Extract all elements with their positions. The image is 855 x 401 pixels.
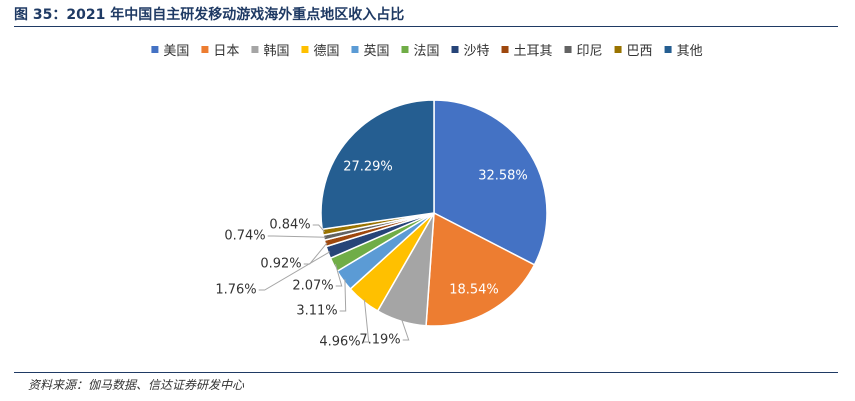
legend-label: 法国 xyxy=(413,44,439,59)
legend-label: 巴西 xyxy=(627,44,653,59)
figure-title: 图 35：2021 年中国自主研发移动游戏海外重点地区收入占比 xyxy=(14,7,405,23)
legend-swatch xyxy=(251,46,259,53)
pie-slices xyxy=(320,99,548,327)
source-note: 资料来源：伽马数据、信达证券研发中心 xyxy=(28,378,245,392)
legend-label: 韩国 xyxy=(263,44,289,59)
legend-swatch xyxy=(201,46,209,53)
data-label: 27.29% xyxy=(343,160,393,175)
source-rule xyxy=(14,372,838,373)
legend-label: 美国 xyxy=(163,44,189,59)
leader-line xyxy=(312,224,325,233)
legend-swatch xyxy=(151,46,159,53)
legend-label: 日本 xyxy=(213,44,239,59)
legend-swatch xyxy=(301,46,309,53)
leader-line xyxy=(401,319,410,341)
legend-label: 德国 xyxy=(313,44,339,59)
legend-swatch xyxy=(501,46,509,53)
data-label: 7.19% xyxy=(359,333,400,348)
data-label: 2.07% xyxy=(292,279,333,294)
data-label: 18.54% xyxy=(449,283,499,298)
chart-legend: 美国 日本 韩国 德国 英国 法国 沙特 土耳其 印尼 巴西 其他 xyxy=(151,44,703,59)
data-label: 3.11% xyxy=(296,304,337,319)
title-rule xyxy=(14,26,838,27)
data-label: 32.58% xyxy=(478,169,528,184)
data-label: 0.92% xyxy=(260,257,301,272)
legend-label: 其他 xyxy=(677,44,703,59)
legend-swatch xyxy=(664,46,672,53)
legend-swatch xyxy=(351,46,359,53)
legend-swatch xyxy=(451,46,459,53)
data-label: 0.84% xyxy=(269,218,310,233)
leader-line xyxy=(303,242,328,265)
legend-swatch xyxy=(614,46,622,53)
pie-slice xyxy=(320,99,435,231)
legend-label: 沙特 xyxy=(464,44,490,59)
legend-swatch xyxy=(564,46,572,53)
pie-slice xyxy=(433,99,548,266)
data-label: 4.96% xyxy=(319,335,360,350)
leader-line xyxy=(362,299,370,343)
legend-swatch xyxy=(401,46,409,53)
pie-slice xyxy=(425,211,536,327)
leader-lines xyxy=(258,224,410,343)
data-label: 0.74% xyxy=(224,229,265,244)
data-label: 1.76% xyxy=(215,283,256,298)
legend-label: 土耳其 xyxy=(514,44,553,59)
legend-label: 印尼 xyxy=(577,44,603,59)
leader-line xyxy=(334,263,343,287)
legend-label: 英国 xyxy=(363,44,389,59)
leader-line xyxy=(267,235,326,238)
leader-line xyxy=(339,279,347,312)
data-labels: 32.58% 18.54% 7.19%4.96% 3.11% 2.07% 1.76% 0.9… xyxy=(215,160,527,350)
